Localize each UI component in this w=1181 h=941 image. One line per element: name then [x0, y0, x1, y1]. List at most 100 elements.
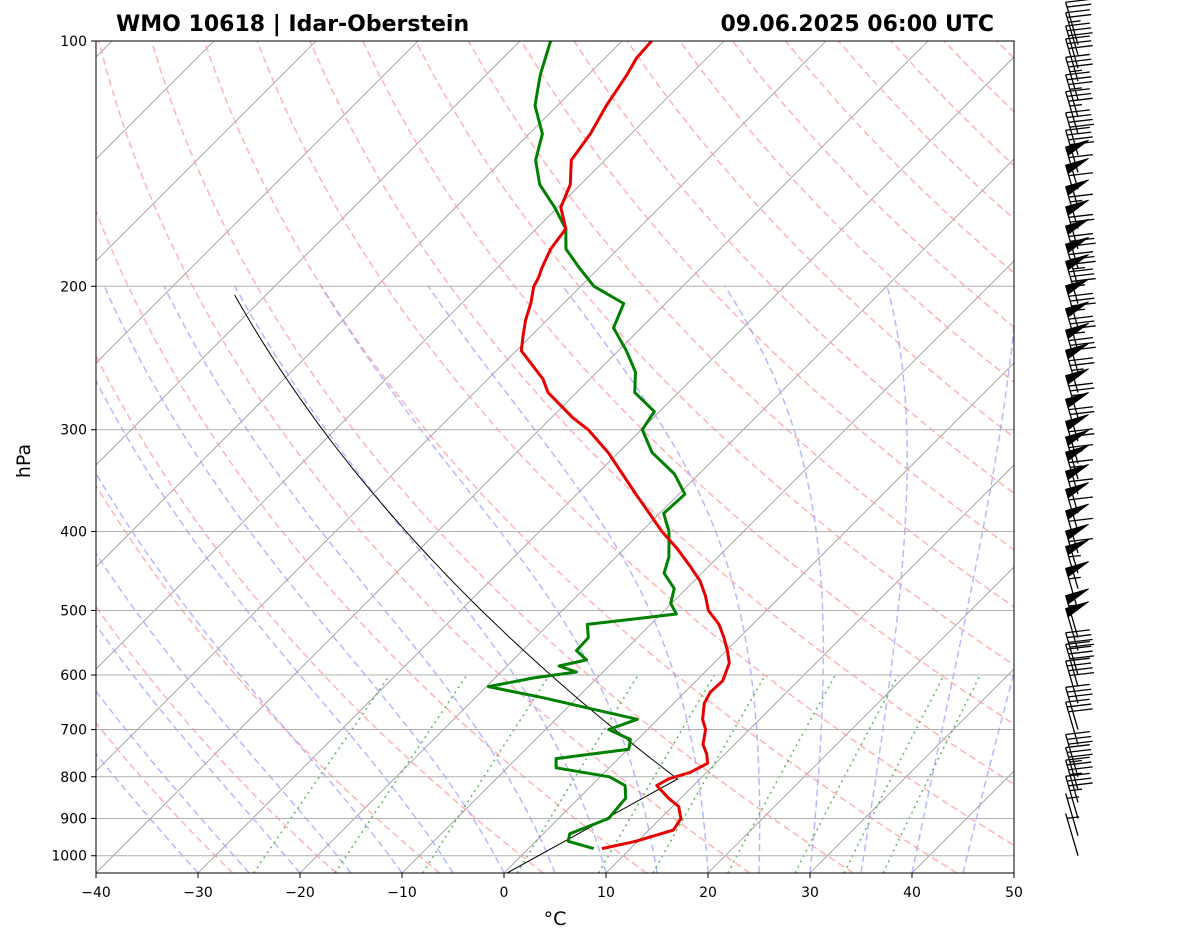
isotherm: [299, 158, 1014, 873]
barb-full: [1068, 153, 1093, 159]
barb-full: [1070, 410, 1095, 416]
barb-full: [1068, 80, 1093, 86]
wind-barb: [1065, 414, 1095, 464]
moist-adiabat: [234, 285, 607, 873]
barb-staff: [1065, 734, 1079, 777]
profile-lines: [234, 41, 731, 873]
moist-adiabat: [163, 285, 556, 873]
barb-staff: [1065, 91, 1079, 135]
barb-full: [1070, 387, 1095, 392]
barb-full: [1068, 136, 1093, 141]
dry-adiabat: [414, 41, 1014, 666]
reference-lines: [96, 41, 1014, 873]
wind-barb: [1065, 109, 1095, 156]
barb-half: [1070, 465, 1083, 469]
moist-adiabat: [320, 285, 658, 873]
barb-half: [1069, 103, 1083, 107]
barb-full: [1069, 643, 1095, 648]
wind-barb: [1065, 523, 1093, 574]
barb-half: [1072, 308, 1086, 312]
dewpoint-line: [486, 41, 687, 851]
y-tick-label: 800: [60, 770, 87, 786]
dry-adiabat: [732, 41, 1014, 329]
barb-half: [1071, 393, 1084, 397]
barb-full: [1068, 638, 1093, 643]
wind-barb: [1065, 71, 1093, 118]
dry-adiabat: [362, 41, 1014, 725]
barb-full: [1070, 237, 1095, 242]
barb-half: [1070, 450, 1083, 453]
barb-half: [1072, 266, 1086, 270]
barb-full: [1067, 58, 1092, 63]
isotherm: [1013, 872, 1014, 873]
barb-full: [1068, 428, 1093, 433]
barb-full: [1067, 688, 1092, 693]
isotherm: [707, 566, 1014, 873]
wind-barb: [1065, 629, 1095, 676]
moist-adiabat: [962, 669, 1014, 873]
barb-full: [1070, 362, 1095, 367]
wind-barb: [1065, 657, 1095, 704]
moist-adiabat: [562, 285, 761, 873]
barb-full: [1070, 218, 1095, 223]
barb-full: [1067, 662, 1092, 667]
barb-full: [1068, 251, 1093, 256]
barb-full: [1071, 242, 1096, 247]
dry-adiabat: [96, 605, 337, 873]
wind-barb: [1065, 391, 1095, 442]
wind-barb: [1065, 588, 1089, 638]
isotherm: [605, 464, 1014, 873]
barb-full: [1068, 63, 1093, 68]
isotherm: [809, 668, 1014, 873]
mixing-ratio-line: [794, 674, 900, 873]
isotherm: [401, 260, 1014, 873]
barb-full: [1068, 292, 1093, 297]
dry-adiabat: [96, 354, 544, 873]
barb-full: [1065, 731, 1090, 736]
barb-full: [1068, 357, 1093, 362]
x-tick-label: −40: [81, 885, 111, 901]
barb-full: [1065, 640, 1090, 645]
barb-full: [1068, 496, 1093, 501]
isotherm: [197, 56, 1014, 873]
y-tick-label: 100: [60, 34, 87, 50]
barb-staff: [1065, 813, 1079, 856]
barb-full: [1065, 88, 1090, 93]
barb-pennant: [1065, 368, 1089, 385]
barb-half: [1068, 554, 1081, 558]
barb-staff: [1065, 747, 1079, 790]
barb-full: [1067, 645, 1092, 650]
mixing-ratio-line: [516, 674, 639, 873]
barb-half: [1069, 87, 1083, 90]
moist-adiabat: [724, 285, 825, 873]
dry-adiabat: [679, 41, 1014, 383]
barb-staff: [1065, 687, 1079, 730]
barb-pennant: [1065, 414, 1089, 431]
plot-frame: [95, 40, 1015, 874]
barb-full: [1068, 268, 1093, 273]
y-tick-label: 200: [60, 279, 87, 295]
dry-adiabat: [784, 41, 1014, 274]
wind-barb: [1065, 126, 1095, 173]
barb-full: [1067, 131, 1092, 136]
wind-barb: [1065, 772, 1093, 819]
barb-full: [1071, 260, 1096, 265]
barb-full: [1065, 71, 1090, 76]
barb-full: [1067, 76, 1092, 81]
mixing-ratio-line: [727, 674, 837, 873]
wind-barb: [1065, 53, 1093, 100]
barb-full: [1069, 123, 1095, 128]
x-tick-label: 40: [903, 885, 921, 901]
y-tick-label: 900: [60, 811, 87, 827]
dry-adiabat: [996, 41, 1014, 60]
dry-adiabat: [96, 209, 647, 873]
barb-staff: [1065, 25, 1079, 69]
y-tick-label: 300: [60, 423, 87, 439]
barb-full: [1068, 517, 1093, 522]
mixing-ratio-line: [334, 674, 468, 873]
barb-pennant: [1065, 464, 1089, 481]
moist-adiabat: [1013, 870, 1014, 873]
chart-title-station: WMO 10618 | Idar-Oberstein: [116, 12, 469, 37]
barb-staff: [1065, 793, 1079, 836]
